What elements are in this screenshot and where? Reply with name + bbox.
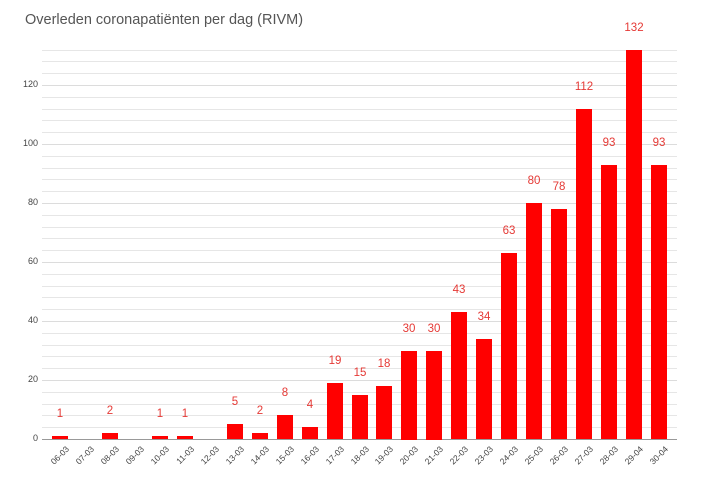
bar <box>327 383 343 439</box>
bar <box>626 50 642 439</box>
y-tick-label: 80 <box>27 197 38 207</box>
bar <box>52 436 68 439</box>
data-label: 34 <box>477 311 491 323</box>
data-label: 1 <box>56 408 64 420</box>
bar <box>277 415 293 439</box>
data-label: 93 <box>652 137 666 149</box>
data-label: 132 <box>624 22 644 34</box>
x-axis-line <box>42 439 677 440</box>
gridline <box>42 120 677 121</box>
gridline <box>42 215 677 216</box>
gridline <box>42 227 677 228</box>
gridline <box>42 85 677 86</box>
bar <box>601 165 617 439</box>
data-label: 30 <box>402 323 416 335</box>
gridline <box>42 132 677 133</box>
gridline <box>42 262 677 263</box>
y-tick-label: 120 <box>22 79 38 89</box>
gridline <box>42 168 677 169</box>
data-label: 2 <box>256 405 264 417</box>
y-tick-label: 100 <box>22 138 38 148</box>
bar <box>501 253 517 439</box>
bar <box>551 209 567 439</box>
gridline <box>42 297 677 298</box>
data-label: 78 <box>552 181 566 193</box>
chart-title: Overleden coronapatiënten per dag (RIVM) <box>25 12 304 28</box>
gridline <box>42 109 677 110</box>
gridline <box>42 345 677 346</box>
bar <box>376 386 392 439</box>
gridline <box>42 203 677 204</box>
gridline <box>42 50 677 51</box>
data-label: 1 <box>156 408 164 420</box>
gridline <box>42 250 677 251</box>
data-label: 63 <box>502 225 516 237</box>
bar <box>227 424 243 439</box>
data-label: 2 <box>106 405 114 417</box>
bar <box>252 433 268 439</box>
data-label: 112 <box>574 81 594 93</box>
data-label: 15 <box>353 367 367 379</box>
gridline <box>42 392 677 393</box>
gridline <box>42 73 677 74</box>
bar <box>102 433 118 439</box>
y-tick-label: 40 <box>27 315 38 325</box>
gridline <box>42 61 677 62</box>
data-label: 43 <box>452 284 466 296</box>
data-label: 80 <box>527 175 541 187</box>
bar <box>651 165 667 439</box>
y-tick-label: 0 <box>32 433 38 443</box>
data-label: 5 <box>231 396 239 408</box>
gridline <box>42 97 677 98</box>
gridline <box>42 333 677 334</box>
bar <box>576 109 592 439</box>
bar <box>476 339 492 439</box>
gridline <box>42 156 677 157</box>
data-label: 18 <box>377 358 391 370</box>
gridline <box>42 321 677 322</box>
gridline <box>42 179 677 180</box>
gridline <box>42 380 677 381</box>
gridline <box>42 368 677 369</box>
data-label: 1 <box>181 408 189 420</box>
gridline <box>42 144 677 145</box>
data-label: 8 <box>281 387 289 399</box>
gridline <box>42 309 677 310</box>
gridline <box>42 238 677 239</box>
data-label: 30 <box>427 323 441 335</box>
gridline <box>42 356 677 357</box>
bar <box>526 203 542 439</box>
data-label: 19 <box>328 355 342 367</box>
bar <box>426 351 442 440</box>
gridline <box>42 274 677 275</box>
y-tick-label: 60 <box>27 256 38 266</box>
gridline <box>42 286 677 287</box>
bar <box>177 436 193 439</box>
y-tick-label: 20 <box>27 374 38 384</box>
bar <box>451 312 467 439</box>
gridline <box>42 191 677 192</box>
bar <box>152 436 168 439</box>
bar <box>302 427 318 439</box>
bar <box>401 351 417 440</box>
bar <box>352 395 368 439</box>
data-label: 4 <box>306 399 314 411</box>
data-label: 93 <box>602 137 616 149</box>
